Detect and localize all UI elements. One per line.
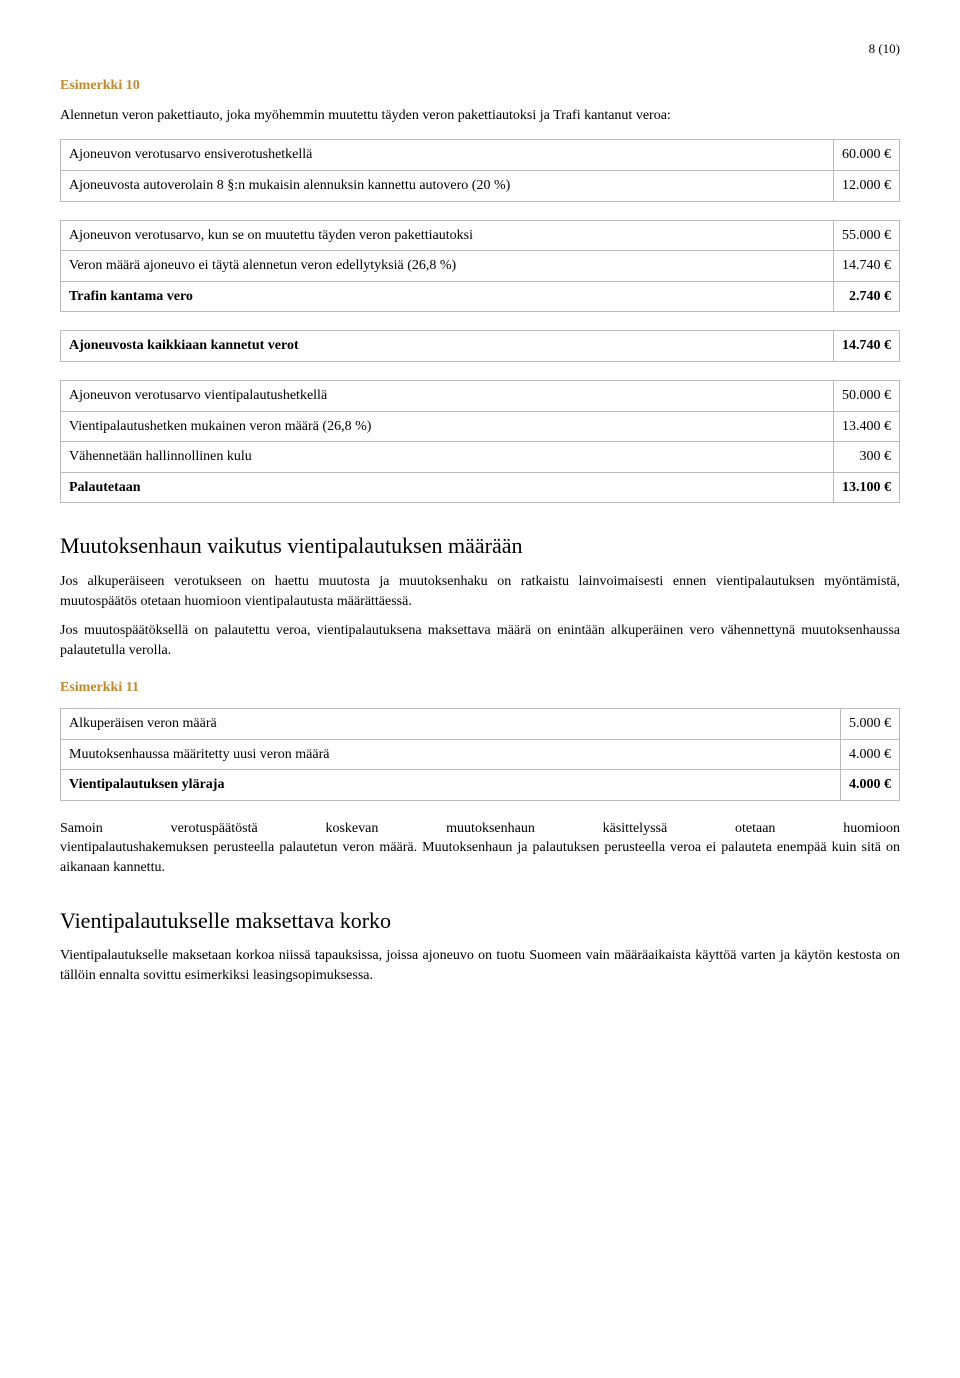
cell-value: 2.740 € [834, 281, 900, 312]
example-11-table: Alkuperäisen veron määrä5.000 € Muutokse… [60, 708, 900, 801]
table-row: Vähennetään hallinnollinen kulu300 € [61, 442, 900, 473]
example-10-intro: Alennetun veron pakettiauto, joka myöhem… [60, 106, 900, 126]
section-heading-korko: Vientipalautukselle maksettava korko [60, 906, 900, 937]
table-row: Ajoneuvon verotusarvo vientipalautushetk… [61, 380, 900, 411]
cell-label: Ajoneuvon verotusarvo, kun se on muutett… [61, 220, 834, 251]
table-row: Trafin kantama vero2.740 € [61, 281, 900, 312]
table-row: Ajoneuvosta autoverolain 8 §:n mukaisin … [61, 170, 900, 201]
cell-label: Veron määrä ajoneuvo ei täytä alennetun … [61, 251, 834, 282]
cell-label: Vientipalautuksen yläraja [61, 770, 841, 801]
table-row: Ajoneuvosta kaikkiaan kannetut verot14.7… [61, 331, 900, 362]
line: Samoin verotuspäätöstä koskevan muutokse… [60, 819, 900, 839]
cell-value: 14.740 € [834, 331, 900, 362]
cell-value: 60.000 € [834, 140, 900, 171]
cell-value: 4.000 € [841, 739, 900, 770]
cell-label: Alkuperäisen veron määrä [61, 709, 841, 740]
example-11-after-paragraph: Samoin verotuspäätöstä koskevan muutokse… [60, 819, 900, 878]
cell-value: 50.000 € [834, 380, 900, 411]
table-row: Vientipalautushetken mukainen veron määr… [61, 411, 900, 442]
table-row: Muutoksenhaussa määritetty uusi veron mä… [61, 739, 900, 770]
cell-value: 13.100 € [834, 472, 900, 503]
cell-label: Vähennetään hallinnollinen kulu [61, 442, 834, 473]
example-10-table-4: Ajoneuvon verotusarvo vientipalautushetk… [60, 380, 900, 503]
cell-value: 4.000 € [841, 770, 900, 801]
cell-value: 5.000 € [841, 709, 900, 740]
cell-label: Ajoneuvon verotusarvo vientipalautushetk… [61, 380, 834, 411]
example-10-heading: Esimerkki 10 [60, 76, 900, 96]
cell-value: 13.400 € [834, 411, 900, 442]
cell-label: Palautetaan [61, 472, 834, 503]
section-paragraph: Jos muutospäätöksellä on palautettu vero… [60, 621, 900, 660]
table-row: Alkuperäisen veron määrä5.000 € [61, 709, 900, 740]
cell-label: Vientipalautushetken mukainen veron määr… [61, 411, 834, 442]
cell-label: Trafin kantama vero [61, 281, 834, 312]
section-paragraph: Jos alkuperäiseen verotukseen on haettu … [60, 572, 900, 611]
example-10-table-1: Ajoneuvon verotusarvo ensiverotushetkell… [60, 139, 900, 201]
cell-value: 300 € [834, 442, 900, 473]
cell-label: Ajoneuvosta autoverolain 8 §:n mukaisin … [61, 170, 834, 201]
example-11-heading: Esimerkki 11 [60, 678, 900, 698]
section-heading-muutoksenhaun: Muutoksenhaun vaikutus vientipalautuksen… [60, 531, 900, 562]
line: vientipalautushakemuksen perusteella pal… [60, 840, 900, 875]
table-row: Ajoneuvon verotusarvo, kun se on muutett… [61, 220, 900, 251]
example-10-table-2: Ajoneuvon verotusarvo, kun se on muutett… [60, 220, 900, 313]
cell-value: 12.000 € [834, 170, 900, 201]
cell-label: Ajoneuvon verotusarvo ensiverotushetkell… [61, 140, 834, 171]
cell-label: Muutoksenhaussa määritetty uusi veron mä… [61, 739, 841, 770]
cell-value: 14.740 € [834, 251, 900, 282]
table-row: Palautetaan13.100 € [61, 472, 900, 503]
table-row: Ajoneuvon verotusarvo ensiverotushetkell… [61, 140, 900, 171]
section-paragraph: Vientipalautukselle maksetaan korkoa nii… [60, 946, 900, 985]
example-10-table-3: Ajoneuvosta kaikkiaan kannetut verot14.7… [60, 330, 900, 362]
table-row: Vientipalautuksen yläraja4.000 € [61, 770, 900, 801]
table-row: Veron määrä ajoneuvo ei täytä alennetun … [61, 251, 900, 282]
cell-value: 55.000 € [834, 220, 900, 251]
cell-label: Ajoneuvosta kaikkiaan kannetut verot [61, 331, 834, 362]
page-number: 8 (10) [60, 40, 900, 58]
